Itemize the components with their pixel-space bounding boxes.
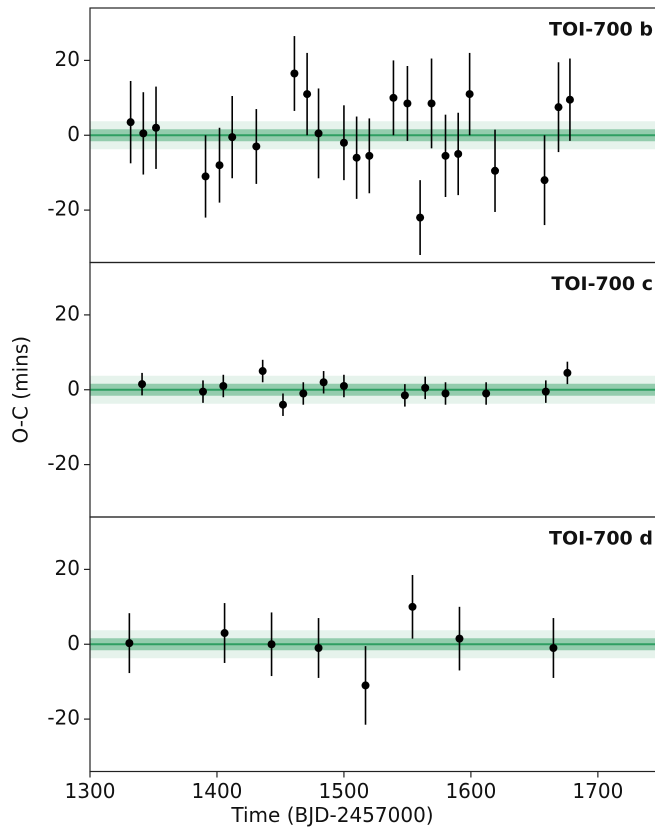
data-point [299,389,308,398]
data-point [278,400,287,409]
data-point [565,95,574,104]
data-point [290,69,299,78]
panel-title: TOI-700 d [549,528,653,550]
data-point [541,387,550,396]
y-tick-label: 0 [67,631,80,655]
y-tick-label: 20 [55,47,80,71]
data-point [403,99,412,108]
data-point [491,166,500,175]
data-point [258,367,267,376]
data-point [352,153,361,162]
y-axis-label: O-C (mins) [9,336,33,444]
data-point [339,138,348,147]
data-point [441,151,450,160]
data-point [441,389,450,398]
x-tick-label: 1600 [445,779,496,803]
data-point [563,368,572,377]
data-point [427,99,436,108]
data-point [389,93,398,102]
data-point [454,149,463,158]
data-point [400,391,409,400]
x-tick-label: 1300 [65,779,116,803]
data-point [365,151,374,160]
data-point [339,382,348,391]
data-point [549,643,558,652]
data-point [219,382,228,391]
y-tick-label: -20 [47,197,80,221]
y-tick-label: 20 [55,556,80,580]
data-point [199,387,207,396]
data-point [408,602,417,611]
data-point [540,176,549,185]
x-tick-label: 1700 [572,779,623,803]
data-point [139,129,148,138]
panel-title: TOI-700 c [551,273,653,295]
data-point [267,640,276,649]
data-point [416,213,425,222]
data-point [465,90,474,99]
data-point [554,103,563,112]
data-point [421,383,430,392]
y-tick-label: 0 [67,376,80,400]
y-tick-label: 20 [55,301,80,325]
x-tick-label: 1500 [318,779,369,803]
data-point [455,634,464,643]
data-point [482,389,491,398]
x-axis-label: Time (BJD-2457000) [230,803,433,827]
data-point [314,643,323,652]
data-point [215,161,224,170]
data-point [138,380,147,389]
data-point [228,133,237,142]
panel-title: TOI-700 b [549,19,653,41]
data-point [126,118,135,127]
data-point [201,172,210,181]
data-point [314,129,323,138]
data-point [152,123,161,132]
y-tick-label: -20 [47,706,80,730]
data-point [303,90,312,99]
y-tick-label: 0 [67,122,80,146]
data-point [361,681,370,690]
data-point [220,629,229,638]
x-tick-label: 1400 [192,779,243,803]
data-point [252,142,261,151]
data-point [319,378,328,387]
data-point [125,639,134,648]
y-tick-label: -20 [47,451,80,475]
